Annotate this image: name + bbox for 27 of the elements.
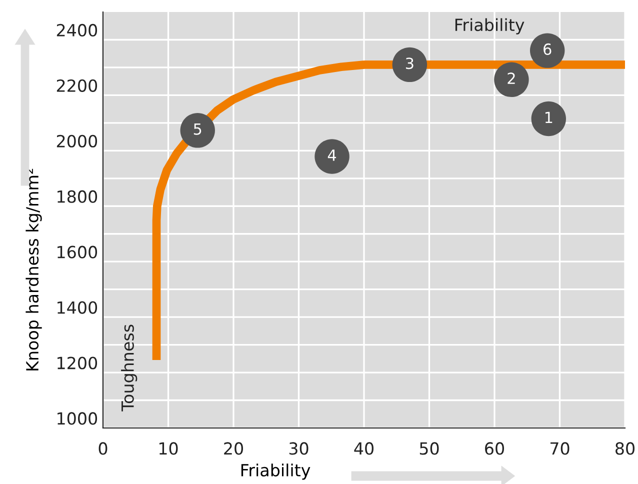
x-tick-label: 30: [289, 442, 308, 455]
y-tick-label: 1400: [58, 301, 98, 314]
annotation: 4: [328, 150, 336, 161]
y-tick-label: 2000: [56, 134, 98, 148]
y-tick-label: 1600: [58, 246, 98, 258]
y-axis-title: Knoop hardness kg/mm²: [26, 168, 42, 370]
x-tick-label: 50: [420, 442, 439, 455]
x-tick-label: 10: [159, 442, 178, 455]
y-tick-label: 1000: [58, 412, 98, 425]
annotation: 2: [508, 72, 515, 84]
x-tick-label: 60: [485, 442, 504, 455]
x-tick-label: 40: [354, 442, 374, 455]
annotation: 6: [544, 43, 552, 55]
annotation: 1: [545, 112, 552, 123]
y-tick-label: 2400: [56, 24, 98, 37]
x-tick-label: 20: [224, 442, 243, 455]
y-tick-label: 2200: [56, 79, 98, 92]
y-tick-label: 1200: [58, 356, 98, 370]
y-tick-label: 1800: [58, 190, 98, 203]
annotation: Friability: [455, 18, 524, 34]
annotation: 5: [194, 124, 202, 135]
x-tick-label: 80: [616, 442, 634, 455]
x-tick-label: 70: [550, 442, 570, 455]
annotation: Toughness: [121, 324, 138, 412]
x-axis-title: Friability: [241, 464, 310, 480]
x-tick-label: 0: [98, 442, 108, 455]
annotation: 3: [406, 58, 414, 70]
